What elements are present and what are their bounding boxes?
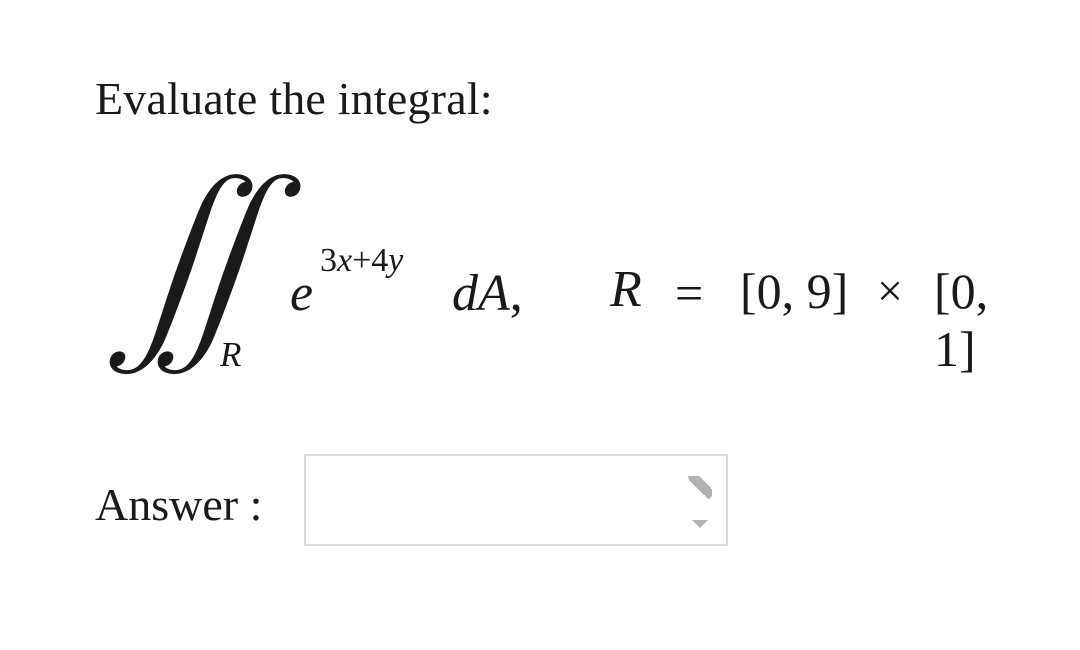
question-prompt: Evaluate the integral: bbox=[95, 72, 493, 125]
exp-var-2: y bbox=[388, 242, 403, 279]
answer-input[interactable] bbox=[304, 454, 728, 546]
comma: , bbox=[510, 265, 523, 322]
exp-plus: + bbox=[352, 242, 371, 279]
integrand-exponent: 3x+4y bbox=[320, 242, 403, 280]
question-container: Evaluate the integral: ∫∫ R e 3x+4y dA, … bbox=[0, 0, 1080, 650]
exp-var-1: x bbox=[337, 242, 352, 279]
equals-sign: = bbox=[675, 264, 703, 322]
answer-label: Answer : bbox=[95, 478, 262, 531]
differential: dA, bbox=[452, 264, 523, 323]
integral-expression: ∫∫ R e 3x+4y dA, R = [0, 9] × [0, 1] bbox=[110, 210, 990, 380]
integral-subscript: R bbox=[220, 335, 241, 375]
region-interval-1: [0, 9] bbox=[740, 262, 848, 320]
exp-coef-1: 3 bbox=[320, 242, 337, 279]
region-symbol: R bbox=[610, 260, 642, 319]
region-interval-2: [0, 1] bbox=[934, 262, 990, 378]
exp-coef-2: 4 bbox=[371, 242, 388, 279]
integrand-base: e bbox=[290, 264, 313, 323]
cartesian-times: × bbox=[877, 264, 903, 317]
